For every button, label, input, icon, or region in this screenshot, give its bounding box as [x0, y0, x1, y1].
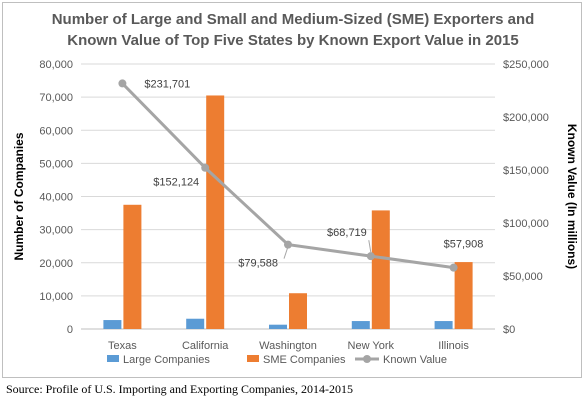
point-known-value: [118, 79, 127, 88]
y-tick-label: 80,000: [39, 59, 73, 71]
y2-tick-label: $250,000: [503, 59, 549, 71]
legend-known-value-label: Known Value: [383, 354, 447, 366]
bar-sme-companies: [123, 204, 142, 329]
y-tick-label: 20,000: [39, 258, 73, 270]
chart-title: Number of Large and Small and Medium-Siz…: [23, 9, 563, 51]
line-known-value: [121, 82, 454, 270]
legend-sme-companies-label: SME Companies: [263, 354, 346, 366]
bar-large-companies: [351, 321, 370, 329]
data-label-known-value: $57,908: [444, 239, 484, 251]
chart-plot: 0 10,000 20,000 30,000 40,000 50,000 60,000 70,…: [12, 59, 579, 366]
y-tick-label: 40,000: [39, 192, 73, 204]
y2-tick-label: $50,000: [503, 271, 543, 283]
chart-title-line-1: Number of Large and Small and Medium-Siz…: [51, 11, 535, 28]
x-tick-label: Washington: [259, 340, 317, 352]
y2-tick-label: $100,000: [503, 218, 549, 230]
y2-tick-label: $150,000: [503, 165, 549, 177]
y-tick-label: 30,000: [39, 225, 73, 237]
legend-large-companies-swatch: [107, 355, 119, 362]
data-label-leader: [368, 240, 372, 253]
bar-sme-companies: [206, 95, 225, 329]
data-label-known-value: $231,701: [144, 78, 190, 90]
y-tick-label: 0: [67, 324, 73, 336]
legend-large-companies-label: Large Companies: [123, 354, 210, 366]
chart-title-line-2: Known Value of Top Five States by Known …: [67, 32, 519, 49]
x-tick-label: California: [182, 340, 229, 352]
y2-tick-label: $0: [503, 324, 515, 336]
y-tick-label: 10,000: [39, 291, 73, 303]
data-label-leader: [283, 246, 289, 259]
y2-tick-label: $200,000: [503, 112, 549, 124]
data-label-known-value: $68,719: [327, 227, 367, 239]
point-known-value: [366, 252, 375, 261]
bar-large-companies: [434, 321, 453, 329]
y2-axis-title: Known Value (In millions): [565, 124, 579, 269]
bar-large-companies: [269, 324, 287, 329]
legend-sme-companies-swatch: [247, 355, 259, 362]
y-tick-label: 60,000: [39, 125, 73, 137]
x-tick-label: Illinois: [438, 340, 469, 352]
bar-sme-companies: [454, 262, 473, 329]
bar-sme-companies: [371, 210, 390, 329]
bar-large-companies: [103, 320, 122, 329]
legend-known-value-marker: [363, 355, 371, 363]
y-tick-label: 50,000: [39, 158, 73, 170]
data-label-known-value: $152,124: [153, 177, 199, 189]
y-tick-label: 70,000: [39, 92, 73, 104]
x-tick-label: New York: [348, 340, 395, 352]
y-axis-title: Number of Companies: [12, 132, 26, 260]
point-known-value: [449, 263, 458, 272]
bar-large-companies: [186, 318, 205, 329]
point-known-value: [284, 240, 292, 249]
point-known-value: [201, 163, 210, 172]
source-note: Source: Profile of U.S. Importing and Ex…: [6, 382, 353, 396]
data-label-known-value: $79,588: [238, 258, 278, 270]
x-tick-label: Texas: [108, 340, 137, 352]
chart-frame: Number of Large and Small and Medium-Siz…: [2, 2, 582, 378]
bar-sme-companies: [289, 293, 307, 329]
